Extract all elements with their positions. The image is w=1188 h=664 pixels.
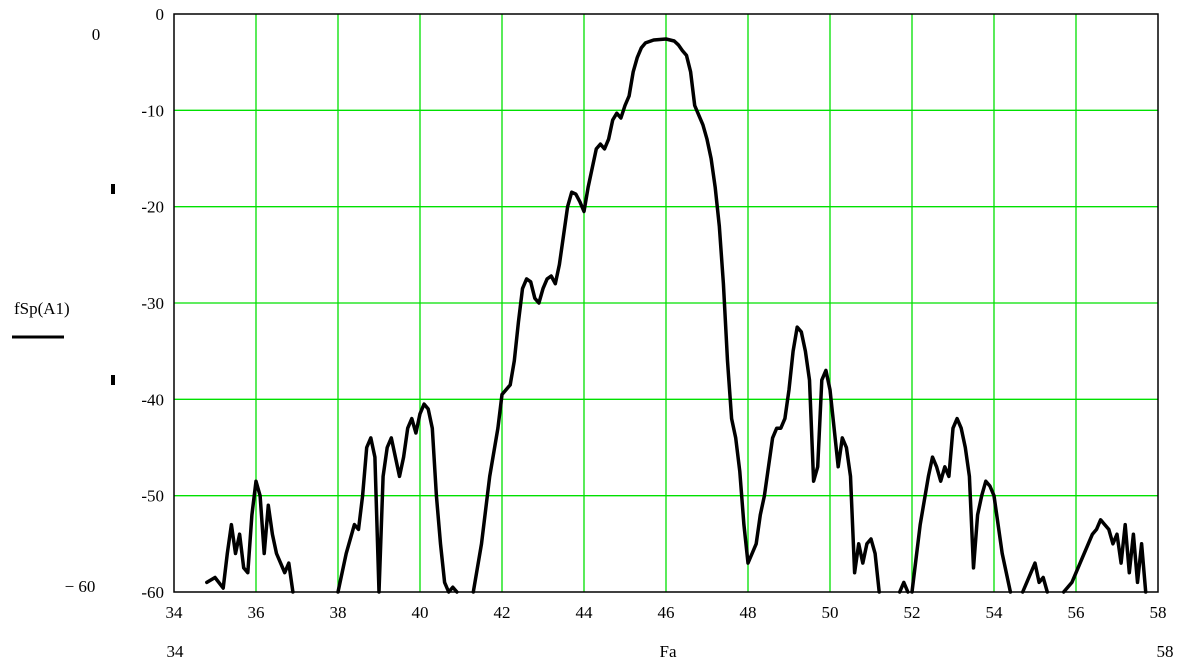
- x-tick-label: 54: [986, 603, 1004, 622]
- x-tick-labels: 34 36 38 40 42 44 46 48 50 52 54 56 58: [166, 603, 1167, 622]
- x-tick-label: 40: [412, 603, 429, 622]
- y-range-min-label: − 60: [65, 577, 96, 596]
- y-marker-upper: [111, 184, 115, 194]
- plot-frame: [173, 13, 1159, 593]
- series-line: [205, 479, 295, 594]
- y-tick-label: -60: [141, 583, 164, 602]
- x-tick-label: 42: [494, 603, 511, 622]
- grid-lines: [174, 14, 1158, 592]
- x-tick-label: 50: [822, 603, 839, 622]
- series-line: [897, 580, 910, 594]
- x-tick-label: 48: [740, 603, 757, 622]
- x-tick-label: 52: [904, 603, 921, 622]
- y-range-max-label: 0: [92, 25, 101, 44]
- y-marker-lower: [111, 375, 115, 385]
- y-tick-labels: 0 -10 -20 -30 -40 -50 -60: [141, 5, 164, 602]
- x-tick-label: 38: [330, 603, 347, 622]
- series-line: [336, 402, 459, 594]
- x-tick-label: 34: [166, 603, 184, 622]
- x-tick-label: 46: [658, 603, 675, 622]
- x-tick-label: 36: [248, 603, 265, 622]
- x-range-min-label: 34: [167, 642, 185, 661]
- y-tick-label: -10: [141, 101, 164, 120]
- series-line: [1020, 561, 1050, 594]
- x-tick-label: 44: [576, 603, 594, 622]
- y-tick-label: 0: [156, 5, 165, 24]
- series-line: [910, 416, 1013, 594]
- y-tick-label: -20: [141, 198, 164, 217]
- x-tick-label: 58: [1150, 603, 1167, 622]
- x-range-max-label: 58: [1157, 642, 1174, 661]
- y-tick-label: -40: [141, 390, 164, 409]
- series-line: [471, 37, 881, 594]
- y-tick-label: -30: [141, 294, 164, 313]
- x-axis-label: Fa: [660, 642, 677, 661]
- x-tick-label: 56: [1068, 603, 1085, 622]
- y-axis-label: fSp(A1): [14, 299, 70, 318]
- series-line: [1061, 518, 1148, 594]
- series-layer: [205, 37, 1148, 594]
- y-tick-label: -50: [141, 487, 164, 506]
